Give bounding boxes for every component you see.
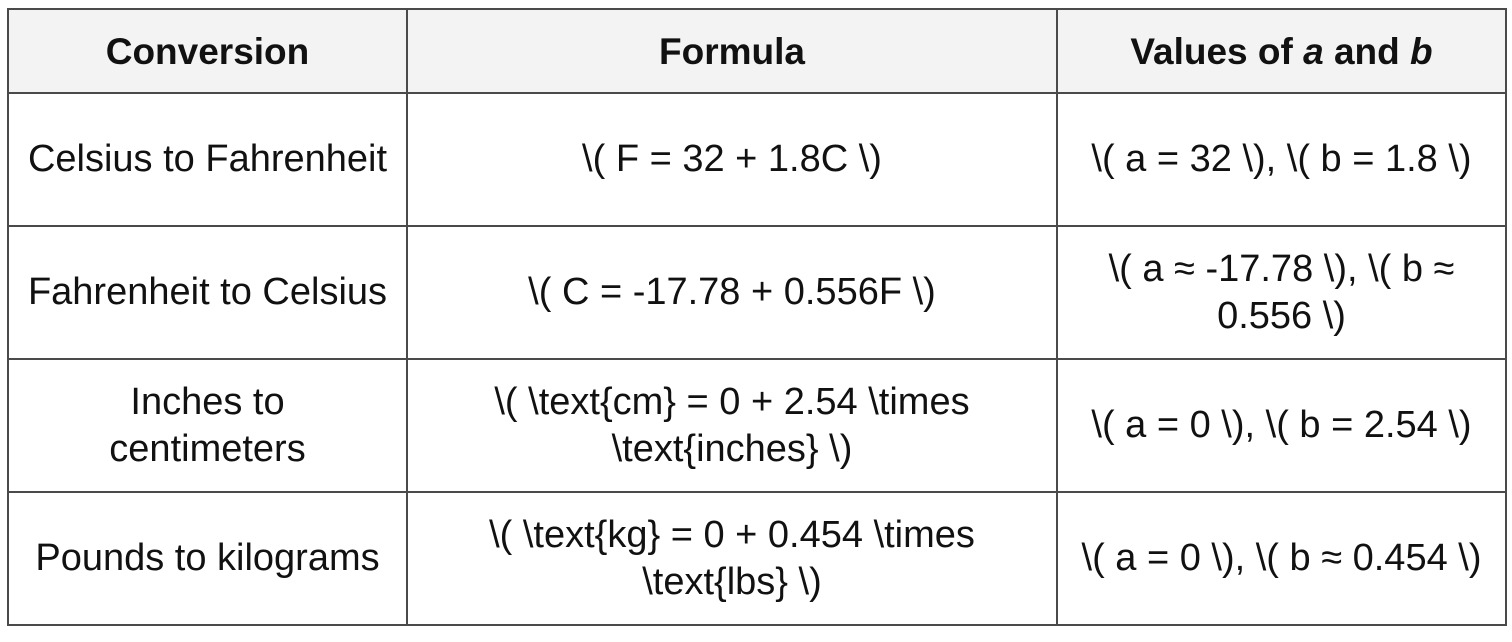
cell-conversion: Fahrenheit to Celsius xyxy=(7,225,408,360)
cell-conversion: Pounds to kilograms xyxy=(7,491,408,626)
header-values-prefix: Values of xyxy=(1130,30,1304,72)
conversion-table: Conversion Formula Values of a and b Cel… xyxy=(7,8,1507,626)
cell-values: \( a = 32 \), \( b = 1.8 \) xyxy=(1056,92,1507,227)
header-formula: Formula xyxy=(406,8,1058,94)
table-row: Celsius to Fahrenheit \( F = 32 + 1.8C \… xyxy=(7,92,1507,227)
cell-values: \( a = 0 \), \( b ≈ 0.454 \) xyxy=(1056,491,1507,626)
header-var-b: b xyxy=(1410,30,1433,72)
table-header-row: Conversion Formula Values of a and b xyxy=(7,8,1507,94)
table-row: Fahrenheit to Celsius \( C = -17.78 + 0.… xyxy=(7,225,1507,360)
header-var-a: a xyxy=(1303,30,1324,72)
cell-formula: \( \text{kg} = 0 + 0.454 \times \text{lb… xyxy=(406,491,1058,626)
cell-conversion: Inches to centimeters xyxy=(7,358,408,493)
table-row: Pounds to kilograms \( \text{kg} = 0 + 0… xyxy=(7,491,1507,626)
header-values: Values of a and b xyxy=(1056,8,1507,94)
cell-formula: \( \text{cm} = 0 + 2.54 \times \text{inc… xyxy=(406,358,1058,493)
cell-values: \( a ≈ -17.78 \), \( b ≈ 0.556 \) xyxy=(1056,225,1507,360)
table-row: Inches to centimeters \( \text{cm} = 0 +… xyxy=(7,358,1507,493)
cell-formula: \( C = -17.78 + 0.556F \) xyxy=(406,225,1058,360)
cell-conversion: Celsius to Fahrenheit xyxy=(7,92,408,227)
cell-values: \( a = 0 \), \( b = 2.54 \) xyxy=(1056,358,1507,493)
header-conversion: Conversion xyxy=(7,8,408,94)
header-values-and: and xyxy=(1323,30,1411,72)
cell-formula: \( F = 32 + 1.8C \) xyxy=(406,92,1058,227)
